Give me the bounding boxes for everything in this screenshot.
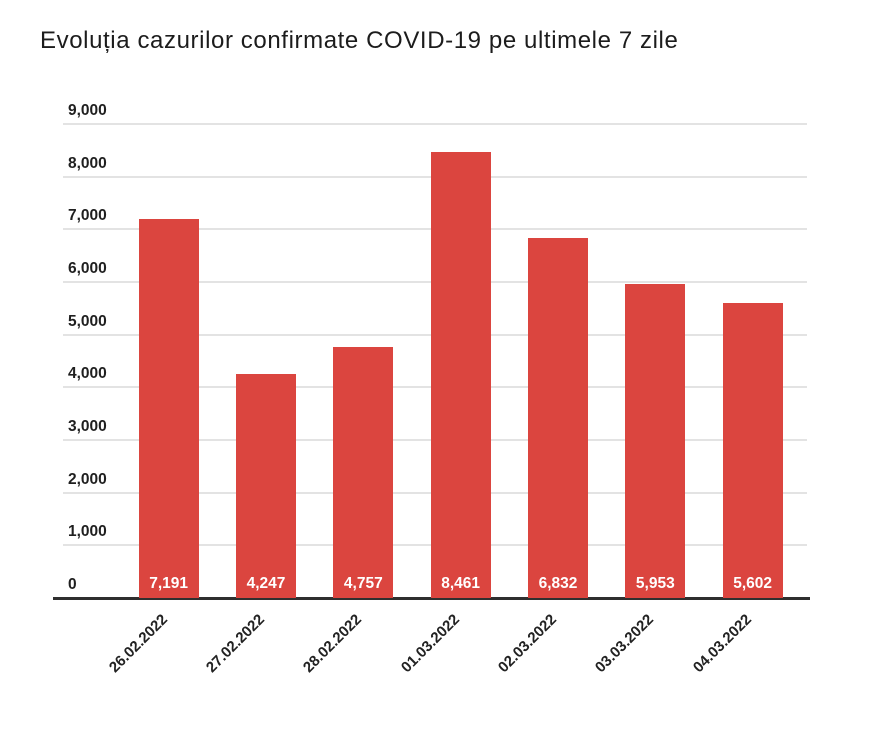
x-axis-date-label: 03.03.2022 — [592, 611, 658, 677]
y-axis-tick-label: 9,000 — [68, 102, 107, 119]
y-axis-tick-label: 7,000 — [68, 207, 107, 225]
bar-value-label: 5,602 — [733, 574, 773, 592]
x-axis-date-label: 02.03.2022 — [494, 611, 561, 677]
bar-value-label: 6,832 — [538, 574, 578, 592]
x-axis-date-label: 28.02.2022 — [300, 611, 366, 677]
y-axis-tick-label: 3,000 — [68, 418, 107, 435]
x-axis-date-label: 04.03.2022 — [689, 611, 755, 677]
bar: 5,602 — [722, 302, 783, 598]
bar: 4,247 — [235, 374, 296, 598]
bar: 8,461 — [430, 152, 491, 598]
x-axis-date-label: 01.03.2022 — [397, 611, 463, 677]
y-axis-tick-label: 5,000 — [68, 312, 107, 330]
y-axis-tick-label: 6,000 — [68, 260, 107, 277]
x-axis-date-label: 27.02.2022 — [202, 611, 269, 677]
bar-value-label: 8,461 — [441, 574, 481, 592]
y-axis-tick-label: 4,000 — [68, 365, 107, 383]
bar-value-label: 4,757 — [343, 574, 383, 592]
bar-value-label: 5,953 — [635, 574, 675, 592]
bar: 6,832 — [527, 238, 588, 598]
y-axis-tick-label: 1,000 — [68, 523, 107, 541]
y-axis-tick-label: 2,000 — [68, 470, 107, 488]
y-axis-tick-label: 8,000 — [68, 154, 107, 172]
y-gridline — [63, 123, 807, 125]
y-axis-tick-label: 0 — [68, 576, 77, 593]
bar-value-label: 4,247 — [246, 574, 286, 592]
x-axis-date-label: 26.02.2022 — [105, 611, 171, 677]
bar: 7,191 — [138, 219, 199, 598]
x-axis-baseline — [53, 597, 810, 600]
bar: 4,757 — [333, 347, 394, 598]
chart-title: Evoluția cazurilor confirmate COVID-19 p… — [40, 27, 679, 54]
bar-value-label: 7,191 — [149, 574, 189, 592]
bar: 5,953 — [625, 284, 686, 598]
